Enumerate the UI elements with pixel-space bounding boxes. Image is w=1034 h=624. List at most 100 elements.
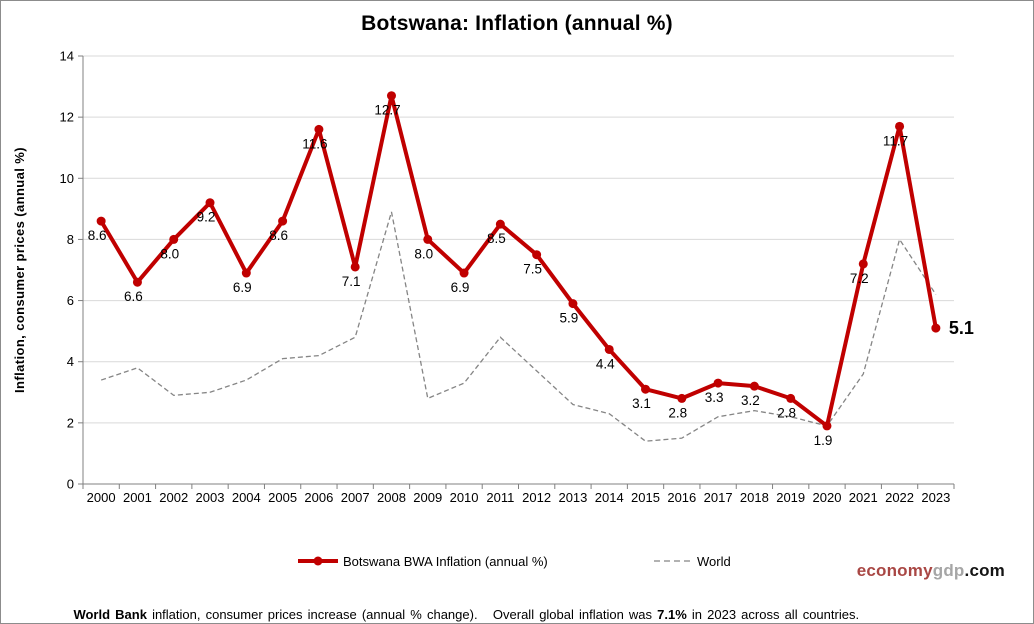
x-tick-label: 2002 [159, 490, 188, 505]
x-tick-label: 2004 [232, 490, 261, 505]
data-point-label: 8.6 [88, 228, 107, 243]
x-tick-label: 2018 [740, 490, 769, 505]
y-tick-label: 0 [67, 477, 74, 492]
footnote-text-2: in 2023 across all countries. [686, 607, 860, 622]
y-tick-label: 4 [67, 354, 74, 369]
x-tick-label: 2020 [813, 490, 842, 505]
data-point-marker [568, 299, 578, 309]
x-tick-label: 2012 [522, 490, 551, 505]
data-point-marker [931, 323, 941, 333]
legend-item-botswana: Botswana BWA Inflation (annual %) [297, 552, 548, 570]
y-tick-label: 2 [67, 415, 74, 430]
data-point-marker [423, 234, 433, 244]
data-point-marker [786, 393, 796, 403]
data-point-label: 5.9 [560, 311, 579, 326]
legend-label-world: World [697, 553, 731, 569]
data-point-marker [314, 124, 324, 134]
data-point-marker [532, 250, 542, 260]
data-point-label: 7.5 [523, 262, 542, 277]
x-tick-label: 2003 [196, 490, 225, 505]
footnote-text-1: inflation, consumer prices increase (ann… [146, 607, 658, 622]
data-point-marker [169, 234, 179, 244]
last-data-point-label: 5.1 [949, 318, 974, 338]
data-point-marker [132, 277, 142, 287]
data-point-label: 1.9 [814, 433, 833, 448]
data-point-label: 6.9 [233, 280, 252, 295]
data-point-marker [822, 421, 832, 431]
data-point-label: 6.6 [124, 289, 143, 304]
footnote-global-value: 7.1% [657, 607, 687, 622]
data-point-marker [96, 216, 106, 226]
watermark-com: .com [964, 561, 1005, 580]
data-point-marker [386, 91, 396, 101]
x-tick-label: 2017 [704, 490, 733, 505]
data-point-marker [241, 268, 251, 278]
x-tick-label: 2006 [304, 490, 333, 505]
x-tick-label: 2007 [341, 490, 370, 505]
data-point-marker [641, 384, 651, 394]
data-point-label: 8.0 [414, 246, 433, 261]
legend-label-botswana: Botswana BWA Inflation (annual %) [343, 553, 548, 569]
data-point-marker [677, 393, 687, 403]
x-tick-label: 2023 [921, 490, 950, 505]
data-point-label: 8.5 [487, 231, 506, 246]
x-tick-label: 2005 [268, 490, 297, 505]
data-point-marker [749, 381, 759, 391]
inflation-line-chart: Inflation, consumer prices (annual %) 02… [12, 49, 974, 506]
x-tick-label: 2010 [450, 490, 479, 505]
data-point-marker [278, 216, 288, 226]
data-point-label: 9.2 [197, 210, 216, 225]
data-point-label: 3.3 [705, 390, 724, 405]
x-tick-label: 2014 [595, 490, 624, 505]
data-point-label: 8.6 [269, 228, 288, 243]
y-tick-label: 14 [60, 49, 74, 64]
data-point-label: 2.8 [777, 405, 796, 420]
world-line-swatch-icon [654, 560, 692, 562]
watermark-logo[interactable]: economygdp.com [857, 561, 1005, 581]
data-point-label: 3.1 [632, 396, 651, 411]
x-tick-label: 2016 [667, 490, 696, 505]
watermark-economy: economy [856, 561, 933, 580]
data-point-label: 3.2 [741, 393, 760, 408]
data-point-marker [858, 259, 868, 269]
x-tick-label: 2008 [377, 490, 406, 505]
data-point-label: 11.7 [883, 133, 908, 148]
data-point-label: 4.4 [596, 356, 615, 371]
chart-title: Botswana: Inflation (annual %) [361, 12, 673, 35]
y-tick-label: 6 [67, 293, 74, 308]
footnote: World Bank inflation, consumer prices in… [53, 592, 860, 623]
data-point-marker [895, 121, 905, 131]
x-tick-label: 2015 [631, 490, 660, 505]
x-tick-label: 2019 [776, 490, 805, 505]
data-point-label: 7.2 [850, 271, 869, 286]
world-line [100, 211, 937, 442]
botswana-line [99, 93, 938, 428]
data-point-label: 6.9 [451, 280, 470, 295]
x-tick-label: 2000 [87, 490, 116, 505]
y-tick-label: 10 [60, 171, 74, 186]
x-tick-label: 2022 [885, 490, 914, 505]
y-tick-label: 12 [60, 110, 74, 125]
y-axis-title: Inflation, consumer prices (annual %) [12, 147, 27, 393]
footnote-source: World Bank [73, 607, 147, 622]
data-point-label: 8.0 [160, 246, 179, 261]
data-point-label: 12.7 [374, 103, 400, 118]
data-point-marker [459, 268, 469, 278]
x-tick-label: 2021 [849, 490, 878, 505]
data-point-label: 11.6 [302, 136, 327, 151]
data-point-marker [604, 344, 614, 354]
y-tick-label: 8 [67, 232, 74, 247]
data-point-marker [350, 262, 360, 272]
watermark-gdp: gdp [932, 561, 965, 580]
x-tick-label: 2001 [123, 490, 152, 505]
data-point-label: 7.1 [342, 274, 361, 289]
data-point-marker [495, 219, 505, 229]
x-tick-label: 2011 [486, 490, 514, 505]
data-point-label: 2.8 [668, 405, 687, 420]
botswana-line-swatch-icon [298, 556, 338, 566]
x-tick-label: 2013 [558, 490, 587, 505]
data-point-marker [713, 378, 723, 388]
data-point-marker [205, 198, 215, 208]
x-tick-label: 2009 [413, 490, 442, 505]
